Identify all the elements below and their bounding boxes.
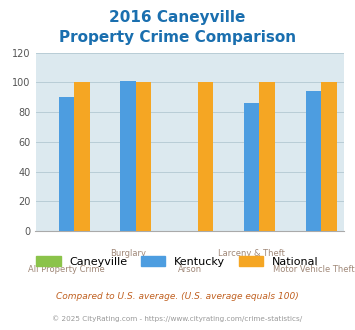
Bar	[306, 91, 321, 231]
Text: © 2025 CityRating.com - https://www.cityrating.com/crime-statistics/: © 2025 CityRating.com - https://www.city…	[53, 315, 302, 322]
Text: Larceny & Theft: Larceny & Theft	[218, 249, 285, 258]
Bar	[321, 82, 337, 231]
Text: Motor Vehicle Theft: Motor Vehicle Theft	[273, 265, 354, 274]
Bar	[198, 82, 213, 231]
Text: Compared to U.S. average. (U.S. average equals 100): Compared to U.S. average. (U.S. average …	[56, 292, 299, 301]
Text: Burglary: Burglary	[110, 249, 146, 258]
Bar	[136, 82, 151, 231]
Text: All Property Crime: All Property Crime	[28, 265, 105, 274]
Bar	[260, 82, 275, 231]
Text: 2016 Caneyville: 2016 Caneyville	[109, 10, 246, 25]
Text: Property Crime Comparison: Property Crime Comparison	[59, 30, 296, 45]
Bar	[120, 81, 136, 231]
Bar	[74, 82, 89, 231]
Bar	[59, 97, 74, 231]
Legend: Caneyville, Kentucky, National: Caneyville, Kentucky, National	[36, 256, 319, 267]
Bar	[244, 103, 260, 231]
Text: Arson: Arson	[178, 265, 202, 274]
